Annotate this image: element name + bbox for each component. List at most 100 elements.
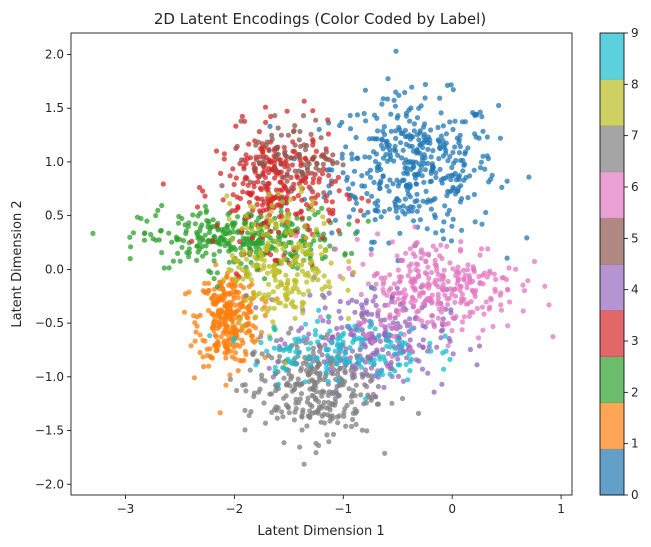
data-point-label-4 — [431, 389, 437, 395]
data-point-label-3 — [240, 180, 246, 187]
data-point-label-0 — [396, 92, 402, 98]
data-point-label-2 — [210, 223, 216, 230]
data-point-label-2 — [206, 229, 212, 236]
data-point-label-0 — [462, 161, 468, 167]
data-point-label-9 — [325, 378, 331, 385]
data-point-label-8 — [272, 238, 278, 244]
data-point-label-7 — [313, 388, 319, 395]
data-point-label-1 — [218, 315, 224, 321]
data-point-label-7 — [295, 376, 301, 382]
data-point-label-9 — [323, 369, 329, 375]
data-point-label-6 — [426, 285, 432, 291]
data-point-label-0 — [381, 124, 387, 130]
data-point-label-0 — [420, 124, 427, 130]
data-point-label-5 — [314, 160, 320, 166]
data-point-label-0 — [367, 174, 374, 180]
data-point-label-6 — [507, 299, 513, 305]
data-point-label-8 — [283, 272, 289, 278]
data-point-label-0 — [359, 173, 365, 179]
data-point-label-1 — [200, 337, 206, 343]
data-point-label-0 — [417, 168, 423, 174]
data-point-label-0 — [355, 155, 361, 161]
data-point-label-9 — [371, 357, 377, 363]
data-point-label-4 — [407, 337, 413, 343]
data-point-label-3 — [194, 204, 201, 210]
data-point-label-0 — [428, 170, 434, 176]
data-point-label-2 — [200, 237, 206, 243]
data-point-label-4 — [380, 347, 386, 353]
data-point-label-1 — [212, 316, 218, 322]
data-point-label-7 — [243, 293, 249, 299]
data-point-label-1 — [222, 313, 228, 319]
data-point-label-9 — [358, 344, 364, 350]
data-point-label-9 — [406, 351, 412, 357]
data-point-label-0 — [471, 191, 477, 198]
data-point-label-5 — [321, 190, 327, 196]
data-point-label-9 — [286, 358, 292, 365]
data-point-label-0 — [395, 113, 401, 119]
data-point-label-8 — [296, 289, 302, 295]
data-point-label-7 — [375, 401, 381, 407]
data-point-label-7 — [261, 400, 267, 406]
data-point-label-0 — [378, 214, 384, 220]
data-point-label-6 — [435, 271, 441, 278]
data-point-label-9 — [368, 319, 374, 325]
data-point-label-9 — [305, 346, 312, 352]
data-point-label-2 — [257, 238, 263, 244]
data-point-label-0 — [430, 165, 436, 171]
data-point-label-2 — [289, 221, 295, 227]
data-point-label-0 — [371, 179, 377, 185]
data-point-label-8 — [261, 262, 267, 269]
data-point-label-3 — [196, 184, 203, 191]
data-point-label-9 — [351, 336, 357, 342]
data-point-label-3 — [301, 98, 307, 104]
data-point-label-0 — [404, 171, 411, 177]
data-point-label-5 — [301, 162, 307, 168]
data-point-label-8 — [258, 256, 264, 262]
data-point-label-2 — [194, 257, 200, 263]
data-point-label-8 — [323, 247, 329, 254]
data-point-label-0 — [407, 183, 413, 189]
data-point-label-7 — [365, 355, 371, 361]
data-point-label-7 — [292, 409, 298, 415]
data-point-label-9 — [323, 347, 329, 353]
data-point-label-0 — [400, 147, 406, 153]
data-point-label-8 — [314, 266, 320, 272]
data-point-label-5 — [247, 179, 253, 185]
data-point-label-2 — [203, 209, 209, 215]
data-point-label-8 — [345, 316, 352, 322]
data-point-label-2 — [210, 217, 216, 223]
data-point-label-6 — [477, 252, 483, 258]
data-point-label-1 — [218, 334, 224, 340]
data-point-label-3 — [281, 144, 287, 150]
data-point-label-0 — [380, 128, 386, 134]
data-point-label-4 — [474, 362, 480, 368]
data-point-label-0 — [497, 135, 503, 141]
data-point-label-7 — [243, 388, 249, 394]
data-point-label-7 — [309, 392, 315, 398]
data-point-label-3 — [231, 181, 237, 187]
data-point-label-1 — [224, 305, 231, 311]
data-point-label-1 — [186, 289, 192, 295]
data-point-label-1 — [218, 307, 224, 313]
data-point-label-8 — [262, 224, 268, 230]
data-point-label-8 — [287, 262, 294, 268]
data-point-label-5 — [308, 186, 314, 192]
data-point-label-8 — [239, 266, 245, 273]
data-point-label-4 — [413, 357, 419, 363]
data-point-label-5 — [279, 174, 285, 180]
data-point-label-9 — [307, 340, 314, 346]
data-point-label-9 — [293, 361, 299, 367]
data-point-label-3 — [365, 198, 371, 204]
data-point-label-8 — [320, 214, 326, 220]
data-point-label-2 — [166, 265, 172, 271]
data-point-label-8 — [275, 191, 281, 197]
data-point-label-0 — [436, 156, 442, 162]
data-point-label-6 — [435, 315, 441, 321]
data-point-label-6 — [435, 301, 441, 307]
data-point-label-0 — [379, 137, 385, 143]
data-point-label-7 — [313, 395, 319, 401]
data-point-label-3 — [310, 137, 316, 143]
data-point-label-6 — [513, 266, 519, 272]
data-point-label-8 — [283, 229, 289, 236]
